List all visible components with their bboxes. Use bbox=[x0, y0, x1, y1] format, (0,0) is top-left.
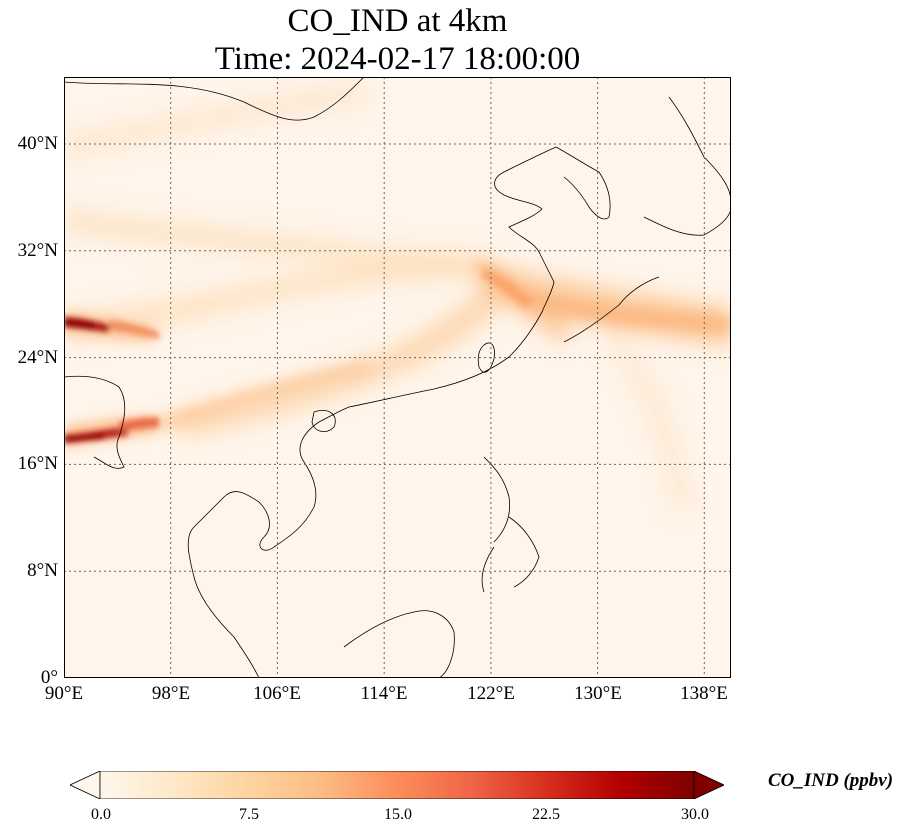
lon-label-114e: 114°E bbox=[360, 683, 408, 704]
map-title-line-1: CO_IND at 4km bbox=[287, 3, 508, 39]
lon-label-138e: 138°E bbox=[680, 683, 728, 704]
lon-label-106e: 106°E bbox=[253, 683, 301, 704]
gridlines bbox=[64, 77, 731, 678]
lat-label-0: 0° bbox=[40, 667, 58, 688]
lon-label-122e: 122°E bbox=[467, 683, 515, 704]
colorbar-max-extend bbox=[693, 770, 725, 800]
colorbar bbox=[69, 770, 725, 800]
map-title-line-2: Time: 2024-02-17 18:00:00 bbox=[214, 41, 581, 77]
coastlines bbox=[64, 77, 731, 678]
lat-label-40n: 40°N bbox=[17, 133, 58, 154]
concentration-hotspots bbox=[64, 269, 534, 443]
colorbar-tick-15: 15.0 bbox=[384, 806, 412, 823]
lat-label-24n: 24°N bbox=[17, 347, 58, 368]
lat-label-16n: 16°N bbox=[17, 453, 58, 474]
colorbar-tick-7-5: 7.5 bbox=[239, 806, 259, 823]
co-concentration-map bbox=[64, 77, 731, 678]
lon-label-130e: 130°E bbox=[574, 683, 622, 704]
colorbar-min-extend bbox=[69, 770, 101, 800]
lat-label-8n: 8°N bbox=[27, 560, 58, 581]
lon-label-90e: 90°E bbox=[44, 683, 84, 704]
lat-label-32n: 32°N bbox=[17, 240, 58, 261]
concentration-background bbox=[64, 77, 731, 678]
colorbar-title: CO_IND (ppbv) bbox=[768, 770, 894, 791]
colorbar-tick-0: 0.0 bbox=[91, 806, 111, 823]
colorbar-gradient bbox=[69, 770, 725, 800]
map-plot-area bbox=[64, 77, 731, 678]
colorbar-tick-22-5: 22.5 bbox=[532, 806, 560, 823]
lon-label-98e: 98°E bbox=[151, 683, 191, 704]
colorbar-tick-30: 30.0 bbox=[681, 806, 709, 823]
